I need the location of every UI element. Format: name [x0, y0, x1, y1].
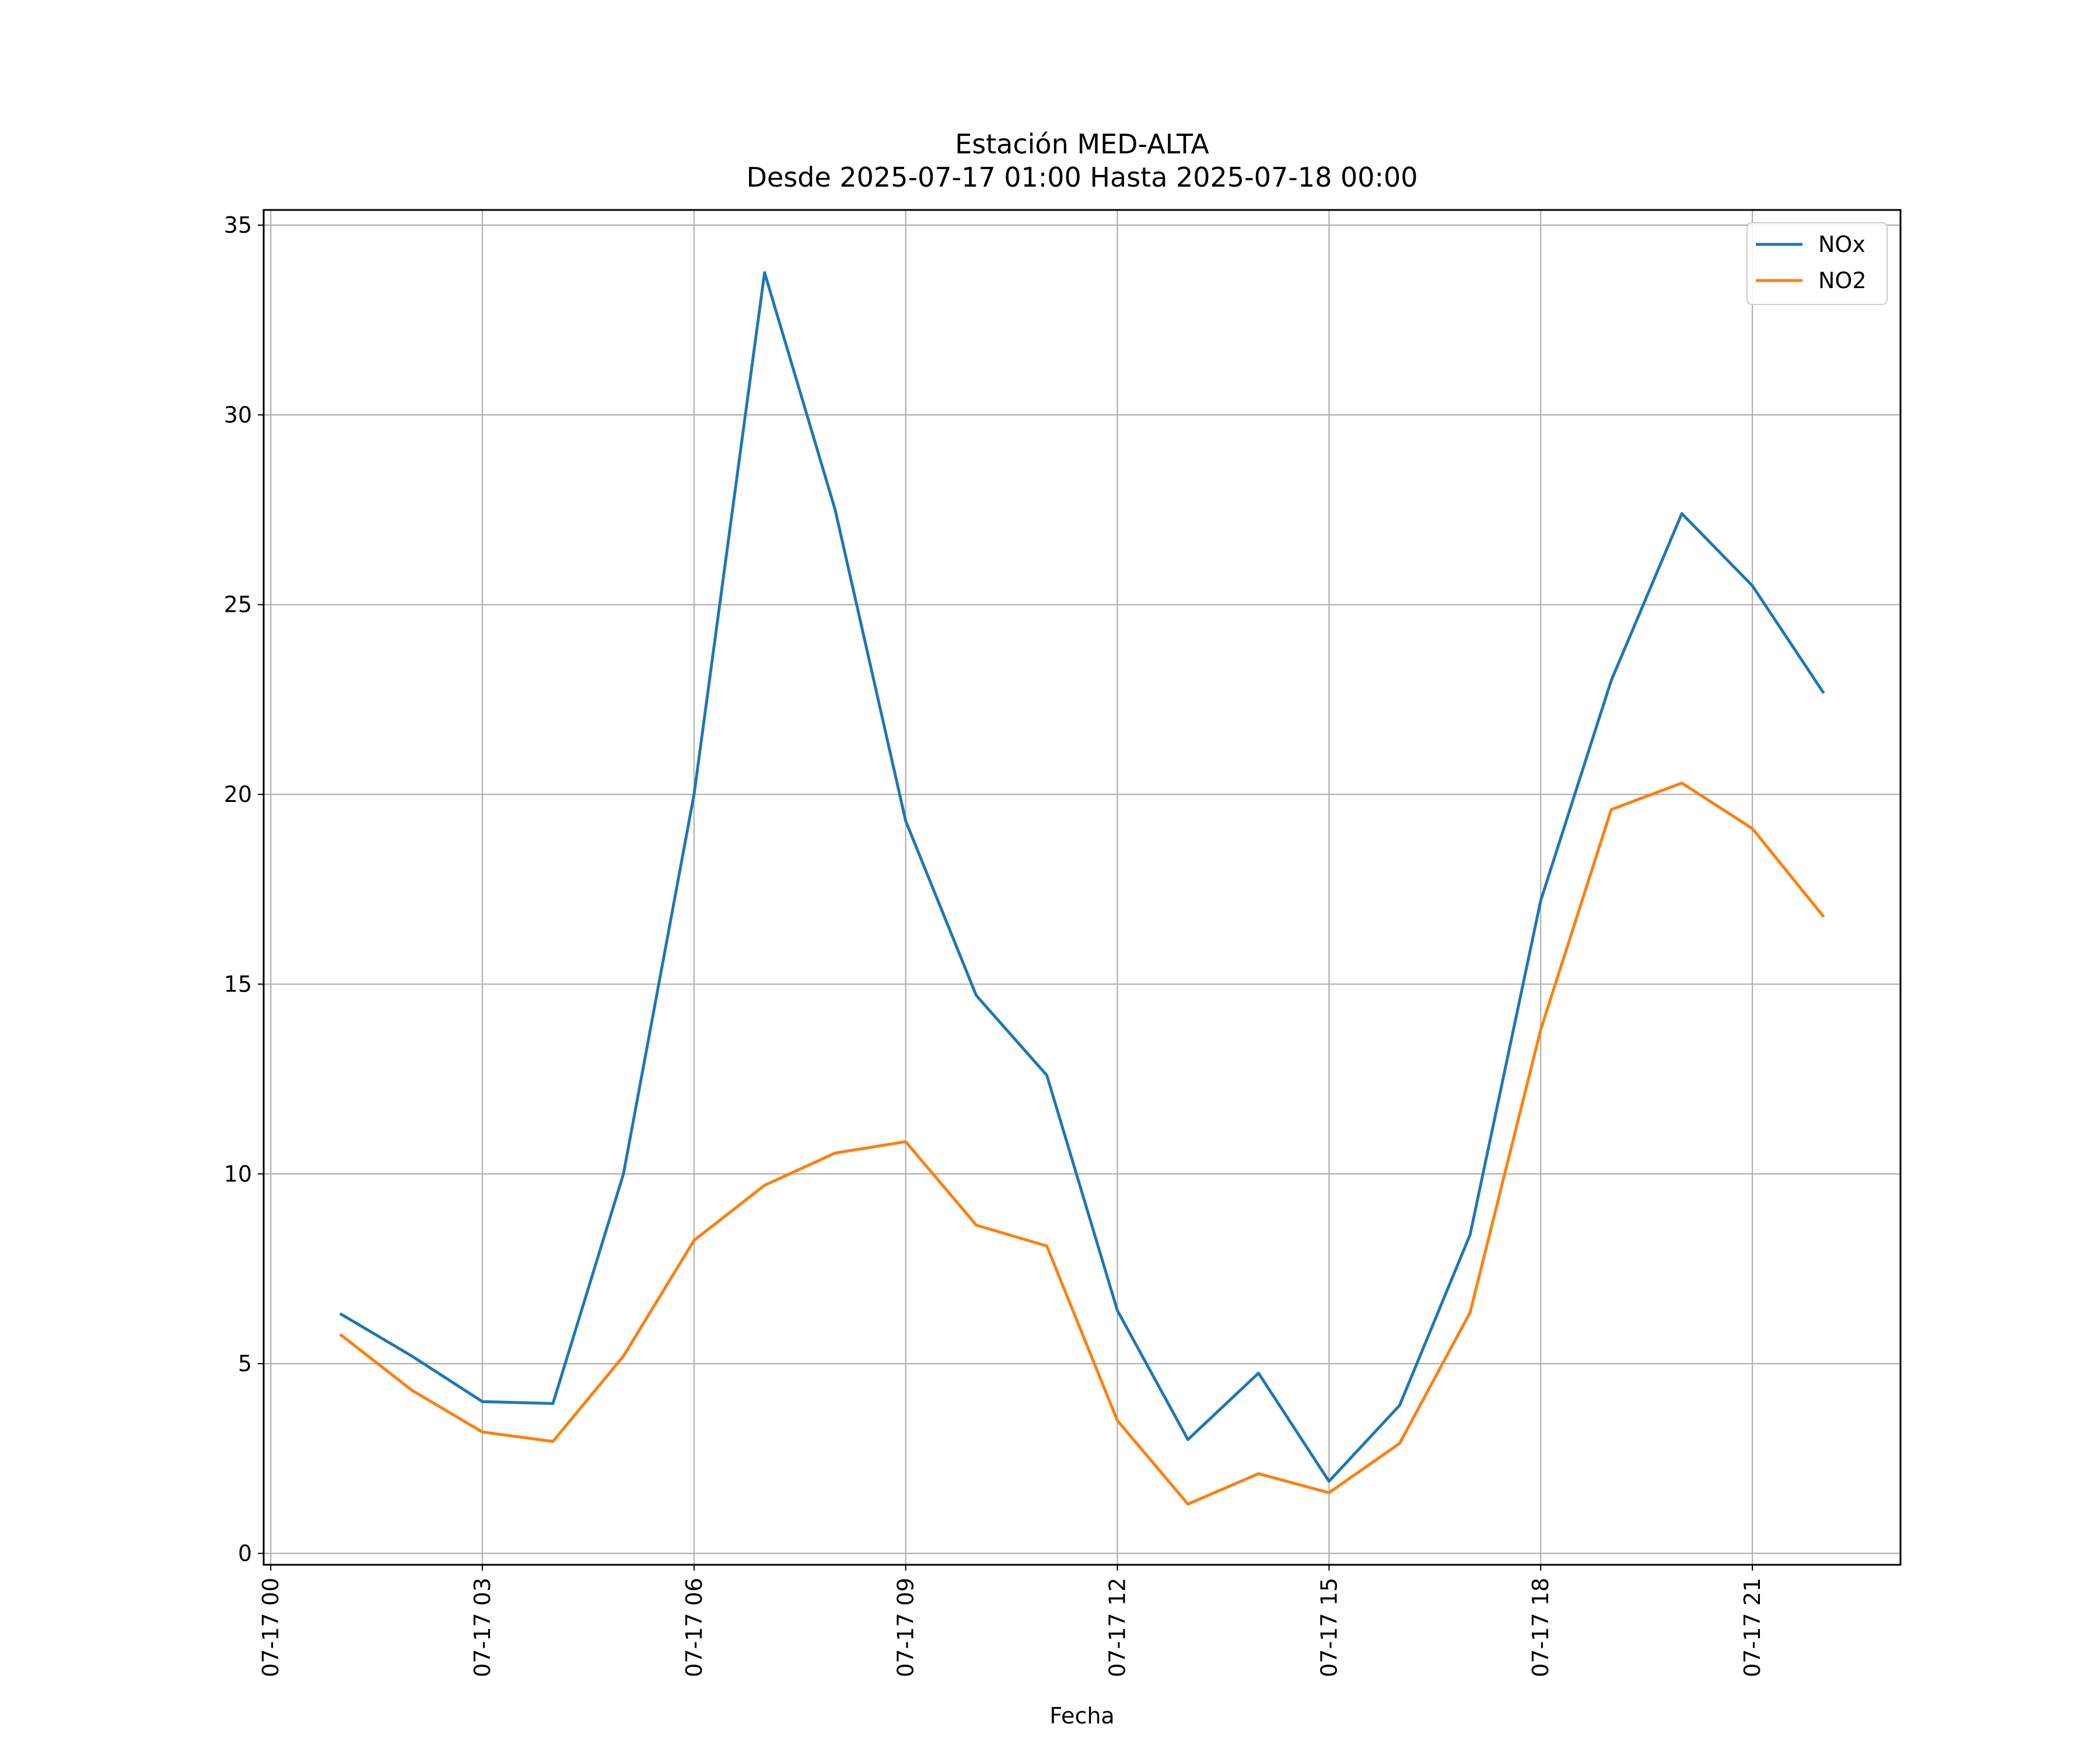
- x-tick-label: 07-17 00: [258, 1578, 284, 1677]
- legend-label: NOx: [1818, 232, 1866, 257]
- chart-subtitle: Desde 2025-07-17 01:00 Hasta 2025-07-18 …: [746, 162, 1418, 193]
- legend: NOx NO2: [1746, 222, 1888, 305]
- x-tick-label: 07-17 03: [470, 1578, 495, 1677]
- y-tick-label: 15: [224, 971, 252, 997]
- y-tick-label: 35: [224, 212, 252, 238]
- chart-title: Estación MED-ALTA: [955, 128, 1209, 160]
- y-tick-label: 5: [238, 1351, 252, 1376]
- x-tick-label: 07-17 06: [681, 1578, 707, 1677]
- x-tick-label: 07-17 09: [893, 1578, 919, 1677]
- series-line-nox: [339, 271, 1825, 1483]
- x-tick-label: 07-17 12: [1104, 1578, 1130, 1677]
- y-tick-label: 30: [224, 402, 252, 428]
- y-tick-label: 25: [224, 592, 252, 618]
- series-lines: [339, 271, 1825, 1506]
- x-tick-label: 07-17 15: [1316, 1578, 1342, 1677]
- x-axis-label: Fecha: [1049, 1703, 1114, 1729]
- legend-label: NO2: [1818, 268, 1867, 293]
- plot-frame: [262, 209, 1902, 1566]
- y-tick-label: 0: [238, 1540, 252, 1566]
- grid: [264, 210, 1901, 1565]
- x-tick-label: 07-17 21: [1740, 1578, 1765, 1677]
- series-line-no2: [339, 782, 1825, 1506]
- y-tick-label: 20: [224, 782, 252, 807]
- x-tick-label: 07-17 18: [1528, 1578, 1553, 1677]
- x-axis: 07-17 00 07-17 03 07-17 06 07-17 09 07-17 12…: [258, 1565, 1765, 1677]
- y-axis: 0 5 10 15 20 25 30 35: [224, 212, 264, 1566]
- y-tick-label: 10: [224, 1161, 252, 1187]
